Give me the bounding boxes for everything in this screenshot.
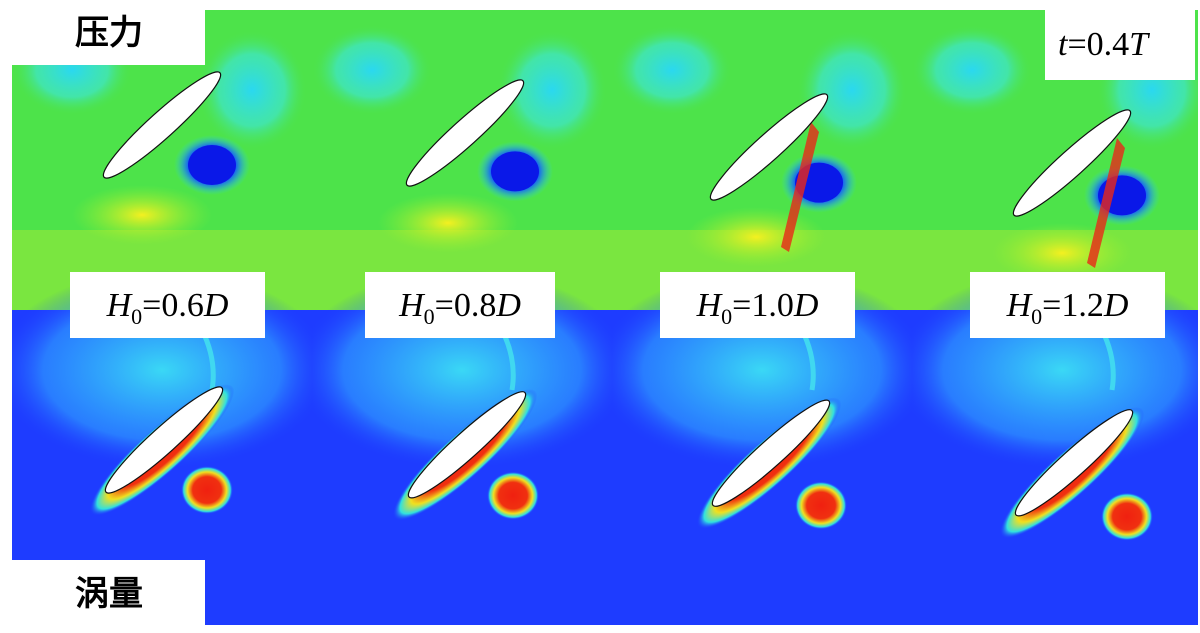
label-var: H	[696, 287, 724, 324]
label-unit: D	[495, 287, 521, 324]
label-subscript: 0	[424, 304, 435, 329]
label-subscript: 0	[1031, 304, 1042, 329]
panels: H0=0.6D H0=0.8D H0=1.0D H0=1.2D	[12, 10, 1198, 625]
vortex	[795, 481, 847, 530]
label-box	[1045, 10, 1195, 80]
label-unit: D	[203, 287, 229, 324]
panel-label: H0=0.6D	[106, 287, 229, 329]
low-pressure	[312, 25, 432, 115]
label-value: =1.2	[1042, 287, 1104, 324]
time-var: t	[1058, 26, 1069, 63]
vortex-core	[188, 145, 236, 185]
foil	[405, 79, 525, 187]
high-pressure	[686, 207, 826, 267]
label-var: H	[398, 287, 426, 324]
low-pressure	[612, 25, 732, 115]
time-value: =0.4	[1067, 26, 1129, 63]
label-value: =1.0	[732, 287, 794, 324]
high-pressure	[378, 193, 518, 253]
vortex	[1101, 492, 1153, 541]
label-var: H	[106, 287, 134, 324]
pressure-streak	[1087, 138, 1125, 268]
foil	[711, 399, 831, 507]
label-value: =0.6	[142, 287, 204, 324]
label-subscript: 0	[131, 304, 142, 329]
low-pressure	[197, 30, 307, 150]
low-pressure	[497, 30, 607, 150]
high-pressure	[72, 185, 212, 245]
label-box	[970, 272, 1165, 338]
pressure-streak	[781, 122, 819, 252]
label-box	[660, 272, 855, 338]
label-subscript: 0	[721, 304, 732, 329]
label-unit: D	[793, 287, 819, 324]
label-var: H	[1006, 287, 1034, 324]
low-pressure	[797, 30, 907, 150]
top-label: 压力	[75, 13, 143, 53]
label-box	[0, 560, 205, 633]
foil	[102, 71, 222, 179]
panel-label: H0=0.8D	[398, 287, 521, 329]
panel-label: H0=1.0D	[696, 287, 819, 329]
foil	[1012, 109, 1132, 217]
bottom-label: 涡量	[75, 574, 143, 614]
vortex-core	[491, 151, 539, 192]
label-box	[70, 272, 265, 338]
panel-label: H0=1.2D	[1006, 287, 1129, 329]
label-unit: D	[1103, 287, 1129, 324]
foil	[709, 93, 829, 201]
vortex	[487, 471, 539, 520]
label-value: =0.8	[435, 287, 497, 324]
low-pressure	[912, 25, 1032, 115]
vortex	[181, 466, 233, 514]
foil	[1014, 409, 1134, 517]
time-unit: T	[1129, 26, 1150, 63]
time-label: t=0.4T	[1058, 26, 1150, 63]
label-box	[0, 0, 205, 65]
foil	[104, 386, 224, 494]
foil	[407, 391, 527, 499]
label-box	[365, 272, 555, 338]
